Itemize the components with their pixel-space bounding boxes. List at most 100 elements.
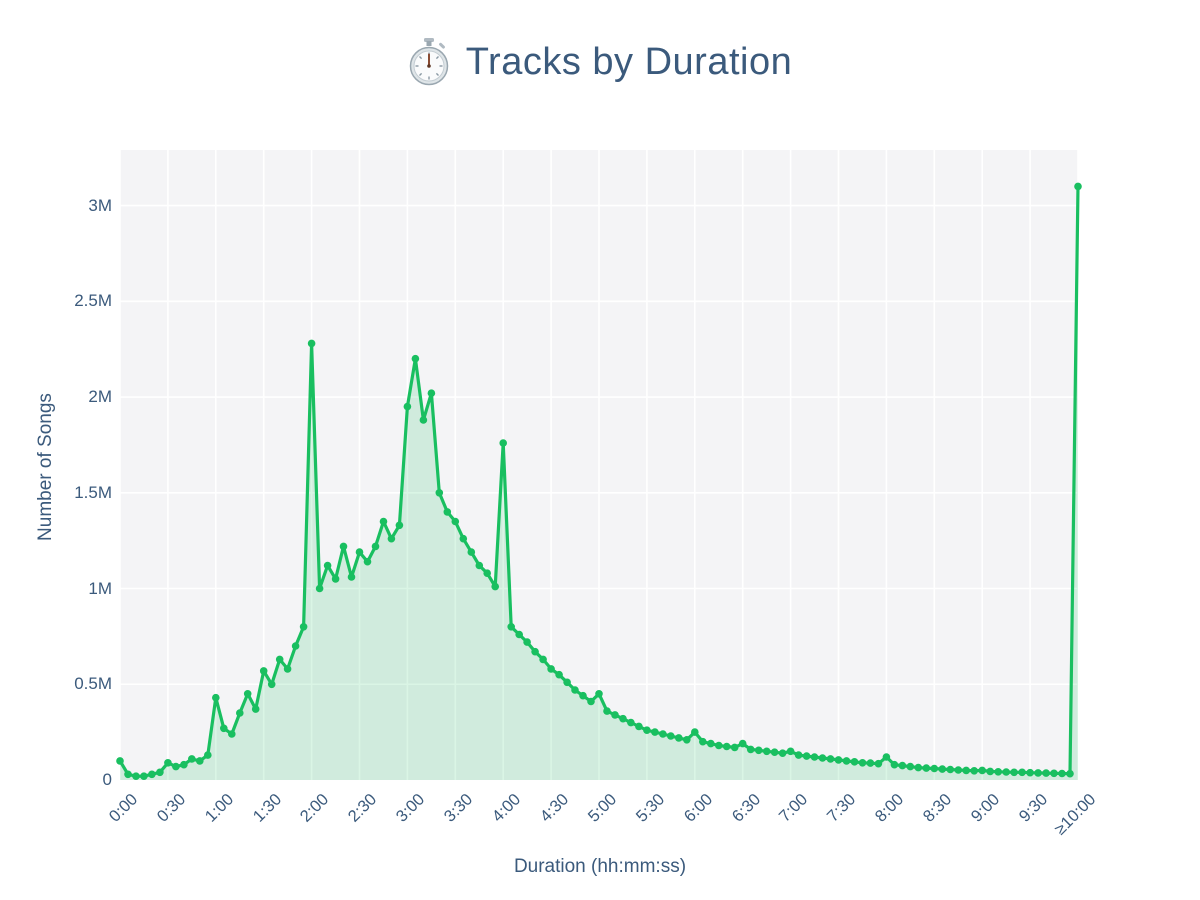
data-point-marker <box>283 665 292 673</box>
data-point-marker <box>148 770 156 779</box>
chart-title-row: Tracks by Duration <box>0 32 1200 92</box>
data-point-marker <box>1034 769 1042 777</box>
data-point-marker <box>339 542 348 551</box>
data-point-marker <box>140 772 148 780</box>
data-point-marker <box>579 691 587 700</box>
data-point-marker <box>132 772 140 780</box>
data-point-marker <box>938 765 947 773</box>
data-point-marker <box>715 741 723 750</box>
data-point-marker <box>387 534 396 543</box>
data-point-marker <box>1050 769 1058 778</box>
data-point-marker <box>275 655 284 664</box>
data-point-marker <box>1074 182 1082 191</box>
data-point-marker <box>707 739 715 748</box>
data-point-marker <box>355 548 364 556</box>
data-point-marker <box>595 690 603 698</box>
data-point-marker <box>307 339 316 348</box>
data-point-marker <box>699 737 707 746</box>
data-point-marker <box>962 766 970 775</box>
data-point-marker <box>619 714 627 723</box>
data-point-marker <box>331 575 340 583</box>
data-point-marker <box>435 489 444 497</box>
stopwatch-icon <box>408 38 450 86</box>
data-point-marker <box>810 753 819 761</box>
data-point-marker <box>986 767 994 776</box>
data-point-marker <box>204 751 212 759</box>
data-point-marker <box>898 761 907 770</box>
data-point-marker <box>1058 769 1066 778</box>
data-point-marker <box>116 757 124 765</box>
data-point-marker <box>499 439 508 447</box>
data-point-marker <box>267 680 276 689</box>
data-point-marker <box>363 557 372 566</box>
data-point-marker <box>730 743 739 752</box>
data-point-marker <box>291 642 300 650</box>
data-point-marker <box>683 736 691 744</box>
data-point-marker <box>459 534 468 543</box>
data-point-marker <box>978 766 986 775</box>
data-point-marker <box>770 748 779 756</box>
data-point-marker <box>866 759 875 767</box>
data-point-marker <box>611 711 619 719</box>
data-point-marker <box>906 762 915 771</box>
data-point-marker <box>315 584 324 593</box>
data-point-marker <box>890 760 899 769</box>
data-point-marker <box>722 742 731 751</box>
data-point-marker <box>643 726 651 734</box>
data-point-marker <box>1026 768 1034 777</box>
data-point-marker <box>834 756 843 764</box>
data-point-marker <box>539 655 547 664</box>
data-point-marker <box>180 760 188 769</box>
data-point-marker <box>794 751 803 759</box>
data-point-marker <box>1066 769 1074 778</box>
data-point-marker <box>914 763 923 772</box>
data-point-marker <box>1018 768 1026 777</box>
area-fill <box>120 186 1078 780</box>
data-point-marker <box>754 746 763 755</box>
data-point-marker <box>196 757 204 765</box>
data-point-marker <box>659 730 667 738</box>
data-point-marker <box>475 561 484 570</box>
data-point-marker <box>858 759 867 767</box>
data-point-marker <box>220 724 228 733</box>
data-point-marker <box>523 638 531 646</box>
data-point-marker <box>1042 769 1050 777</box>
data-point-marker <box>946 765 955 774</box>
data-point-marker <box>826 755 835 763</box>
data-point-marker <box>299 623 308 631</box>
data-point-marker <box>547 665 555 673</box>
data-point-marker <box>451 517 460 526</box>
data-point-marker <box>531 647 539 656</box>
data-point-marker <box>427 389 436 398</box>
data-point-marker <box>762 747 771 756</box>
data-point-marker <box>188 755 196 763</box>
data-point-marker <box>970 767 978 775</box>
data-point-marker <box>691 728 699 736</box>
data-point-marker <box>603 707 611 715</box>
data-point-marker <box>1010 768 1018 777</box>
data-point-marker <box>874 759 883 768</box>
data-point-marker <box>371 542 380 551</box>
data-point-marker <box>212 693 220 702</box>
page-title: Tracks by Duration <box>465 40 793 83</box>
data-point-marker <box>483 569 492 577</box>
data-point-marker <box>507 623 515 631</box>
data-point-marker <box>395 521 404 530</box>
data-point-marker <box>802 752 811 760</box>
data-point-marker <box>236 709 244 717</box>
data-point-marker <box>842 757 851 765</box>
data-point-marker <box>994 768 1002 776</box>
data-point-marker <box>882 753 891 761</box>
data-point-marker <box>746 745 755 754</box>
data-point-marker <box>563 678 571 687</box>
data-point-marker <box>467 548 476 556</box>
data-point-marker <box>778 749 787 757</box>
data-point-marker <box>419 416 428 424</box>
data-point-marker <box>818 754 827 762</box>
data-point-marker <box>403 402 412 411</box>
data-point-marker <box>587 697 595 706</box>
data-point-marker <box>954 766 963 774</box>
data-point-marker <box>738 739 747 748</box>
